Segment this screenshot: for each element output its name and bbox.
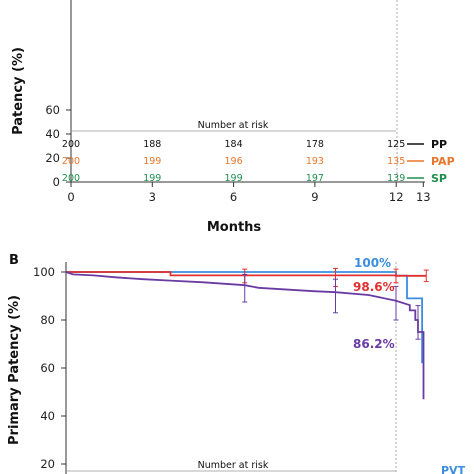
panel-a-y-ticks: 0 20 40 60 — [45, 103, 71, 189]
risk-value: 135 — [387, 156, 405, 167]
legend-label-pp: PP — [431, 138, 447, 151]
panel-a-x-tick-label: 9 — [311, 190, 318, 204]
risk-value: 188 — [143, 139, 161, 150]
panel-b-y-label: Primary Patency (%) — [7, 295, 22, 445]
risk-value: 197 — [306, 173, 324, 184]
panel-b-series — [65, 267, 429, 400]
panel-b-legend-partial: PVT — [441, 464, 466, 474]
risk-value: 200 — [62, 156, 80, 167]
panel-a-y-tick-label: 60 — [45, 103, 60, 117]
panel-a-x-tick-label: 0 — [67, 190, 74, 204]
panel-a-y-tick-label: 40 — [45, 127, 60, 141]
panel-a-x-ticks: 0 3 6 9 12 13 — [67, 182, 431, 204]
risk-value: 178 — [306, 139, 324, 150]
risk-value: 139 — [387, 173, 405, 184]
panel-b-risk-title: Number at risk — [198, 460, 269, 471]
legend-label-sp: SP — [431, 172, 447, 185]
risk-value: 196 — [225, 156, 243, 167]
panel-b-y-tick-label: 80 — [40, 313, 55, 327]
panel-b-y-tick-label: 60 — [40, 361, 55, 375]
risk-value: 184 — [225, 139, 243, 150]
panel-a-y-label: Patency (%) — [11, 47, 26, 135]
panel-a-x-label: Months — [207, 220, 262, 235]
risk-value: 193 — [306, 156, 324, 167]
panel-a-x-tick-label: 6 — [230, 190, 237, 204]
panel-a: Number at risk 0 20 40 60 0 3 6 9 12 13 200 188 18… — [11, 0, 455, 235]
risk-value: 200 — [62, 139, 80, 150]
risk-table-title: Number at risk — [198, 120, 269, 131]
series-end-label: 100% — [354, 256, 391, 270]
panel-a-risk-rows: 200 188 184 178 125 PP 200 199 196 193 135 PAP 200 19… — [62, 138, 455, 185]
panel-a-x-tick-label: 3 — [149, 190, 156, 204]
risk-value: 199 — [225, 173, 243, 184]
panel-a-x-tick-label: 13 — [416, 190, 431, 204]
risk-value: 200 — [62, 173, 80, 184]
risk-value: 125 — [387, 139, 405, 150]
series-line-98-6pct — [66, 271, 427, 277]
panel-b-letter: B — [9, 253, 19, 268]
panel-a-y-tick-label: 20 — [45, 151, 60, 165]
panel-b-end-labels: 100% 98.6% 86.2% — [353, 256, 395, 351]
risk-value: 199 — [143, 156, 161, 167]
series-end-label: 86.2% — [353, 337, 395, 351]
panel-b-y-tick-label: 100 — [33, 265, 55, 279]
panel-b-y-tick-label: 20 — [40, 457, 55, 471]
panel-b: B Number at risk 20 40 60 80 100 100% 98.6% 86… — [7, 253, 466, 474]
panel-a-y-tick-label: 0 — [53, 175, 60, 189]
panel-b-y-ticks: 20 40 60 80 100 — [33, 265, 66, 471]
panel-a-x-tick-label: 12 — [389, 190, 404, 204]
panel-b-y-tick-label: 40 — [40, 409, 55, 423]
legend-label-pap: PAP — [431, 155, 455, 168]
series-end-label: 98.6% — [353, 280, 395, 294]
risk-value: 199 — [143, 173, 161, 184]
